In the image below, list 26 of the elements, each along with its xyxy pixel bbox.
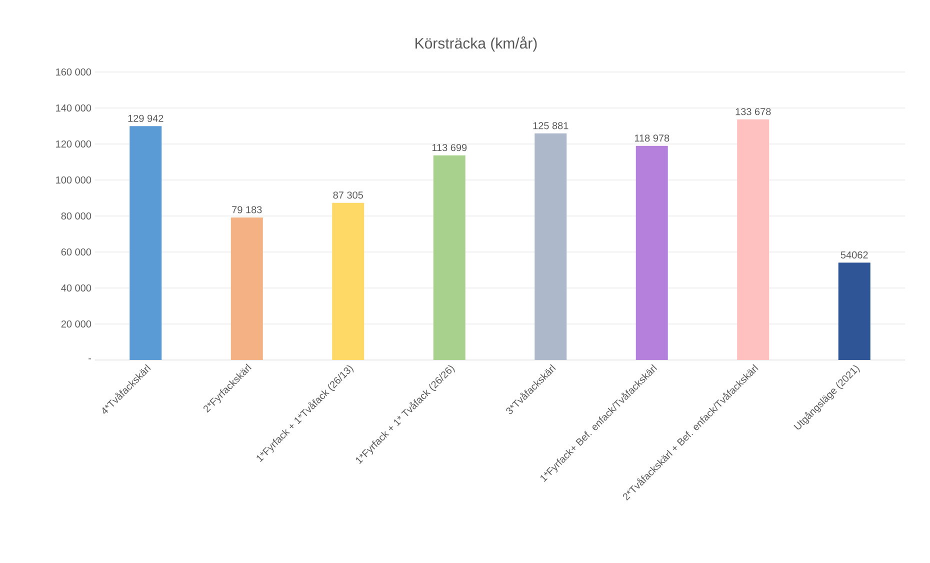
bar: [230, 217, 263, 360]
y-tick-label: 160 000: [56, 68, 92, 76]
y-tick-label: 140 000: [56, 104, 92, 112]
bar: [332, 202, 364, 360]
bar: [838, 262, 870, 360]
chart-title: Körsträcka (km/år): [416, 36, 537, 52]
data-label: 118 978: [634, 134, 670, 142]
y-tick-label: 100 000: [56, 176, 92, 184]
bar: [433, 155, 466, 360]
data-label: 54062: [840, 251, 868, 258]
bar: [534, 133, 567, 360]
y-tick-label: 120 000: [56, 140, 92, 148]
y-tick-label: 80 000: [61, 212, 92, 220]
data-label: 113 699: [432, 144, 467, 152]
y-tick-label: -: [88, 358, 92, 360]
y-tick-label: 40 000: [61, 284, 92, 292]
y-tick-label: 20 000: [61, 320, 92, 328]
data-label: 129 942: [128, 114, 164, 122]
bar: [636, 146, 668, 360]
data-label: 79 183: [232, 206, 262, 214]
y-tick-label: 60 000: [61, 248, 92, 256]
data-label: 87 305: [333, 192, 363, 199]
data-label: 133 678: [736, 108, 771, 116]
data-label: 125 881: [533, 122, 568, 130]
bar: [130, 126, 162, 360]
bar: [737, 119, 770, 360]
